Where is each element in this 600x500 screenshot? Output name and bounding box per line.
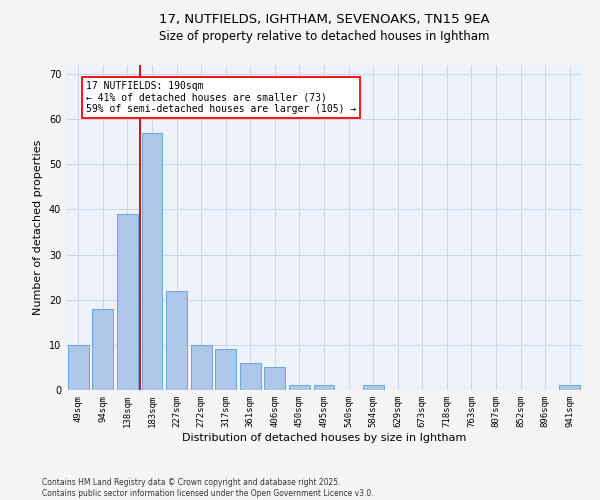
Bar [314, 386, 334, 390]
Bar [117, 214, 138, 390]
X-axis label: Distribution of detached houses by size in Ightham: Distribution of detached houses by size … [182, 432, 466, 442]
Bar [166, 290, 187, 390]
Bar [559, 386, 580, 390]
Y-axis label: Number of detached properties: Number of detached properties [33, 140, 43, 315]
Bar [289, 386, 310, 390]
Bar [142, 132, 163, 390]
Title: Size of property relative to detached houses in Ightham: Size of property relative to detached ho… [159, 30, 489, 43]
Bar [362, 386, 383, 390]
Text: 17 NUTFIELDS: 190sqm
← 41% of detached houses are smaller (73)
59% of semi-detac: 17 NUTFIELDS: 190sqm ← 41% of detached h… [86, 81, 356, 114]
Text: Contains HM Land Registry data © Crown copyright and database right 2025.
Contai: Contains HM Land Registry data © Crown c… [42, 478, 374, 498]
Bar [68, 345, 89, 390]
Bar [265, 368, 286, 390]
Bar [191, 345, 212, 390]
Bar [240, 363, 261, 390]
Text: 17, NUTFIELDS, IGHTHAM, SEVENOAKS, TN15 9EA: 17, NUTFIELDS, IGHTHAM, SEVENOAKS, TN15 … [158, 13, 490, 26]
Bar [215, 350, 236, 390]
Bar [92, 309, 113, 390]
